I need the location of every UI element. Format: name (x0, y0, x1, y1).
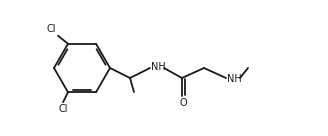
Text: NH: NH (227, 74, 242, 84)
Text: O: O (179, 98, 187, 108)
Text: Cl: Cl (47, 24, 56, 34)
Text: Cl: Cl (58, 104, 68, 114)
Text: NH: NH (151, 62, 166, 72)
